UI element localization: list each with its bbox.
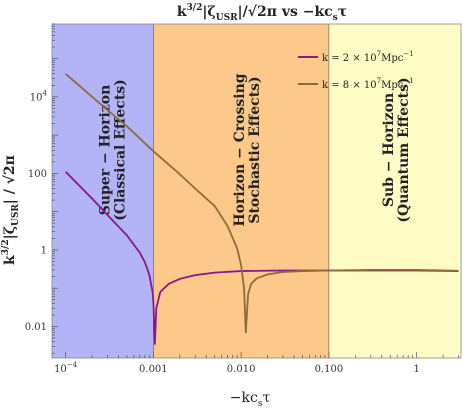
data-series [64, 73, 459, 345]
x-tick-label: 0.001 [139, 364, 168, 375]
legend-label-series-1: k = 2 × 107Mpc−1 [322, 50, 414, 64]
plot-frame [51, 23, 462, 359]
region-labels: Super − Horizon(Classical Effects) Horizo… [97, 73, 412, 226]
y-tick-label: 0.01 [25, 322, 47, 333]
x-axis-label: −kcsτ [230, 390, 271, 409]
region-3 [328, 24, 461, 358]
region-label-3: Sub − Horizon(Quantum Effects) [381, 77, 412, 222]
y-axis-label: k3/2|ζUSR| / √2π [1, 155, 21, 265]
region-1 [52, 24, 154, 358]
y-tick-label: 100 [28, 169, 47, 180]
series-line-2 [65, 73, 459, 334]
y-axis-ticks: 0.01 1 100 104 [25, 23, 58, 354]
chart-title: k3/2|ζUSR|/√2π vs −kcsτ [177, 3, 347, 23]
x-tick-label: 0.100 [315, 364, 344, 375]
y-tick-label: 1 [41, 245, 47, 256]
legend-label-series-2: k = 8 × 107Mpc−1 [322, 77, 414, 91]
x-axis-ticks: 10−4 0.001 0.010 0.100 1 [54, 352, 459, 375]
plot-border [51, 23, 462, 359]
x-tick-label: 0.010 [227, 364, 256, 375]
shaded-regions [52, 24, 461, 358]
region-label-1: Super − Horizon(Classical Effects) [97, 79, 128, 221]
region-label-2: Horizon − CrossingStochastic Effects) [232, 73, 263, 226]
x-tick-label: 1 [413, 364, 419, 375]
x-tick-label: 10−4 [54, 361, 78, 375]
legend: k = 2 × 107Mpc−1 k = 8 × 107Mpc−1 [298, 50, 414, 91]
region-2 [153, 24, 329, 358]
y-tick-label: 104 [30, 89, 48, 103]
